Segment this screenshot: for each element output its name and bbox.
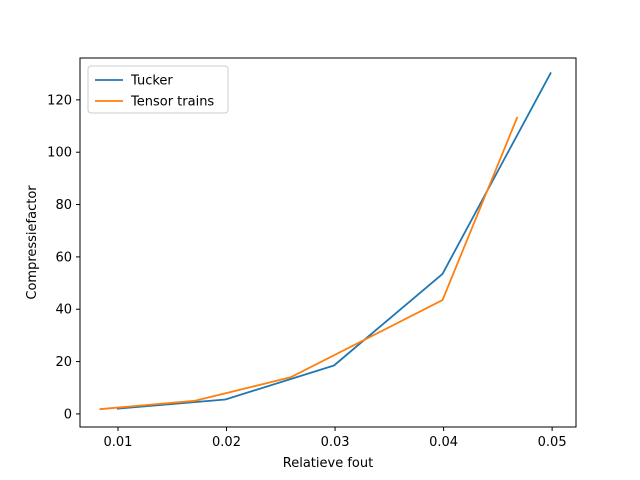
legend: Tucker Tensor trains [87, 65, 229, 114]
x-tick-label: 0.05 [538, 435, 567, 450]
x-axis: 0.01 0.02 0.03 0.04 0.05 [104, 427, 567, 450]
x-tick-label: 0.03 [321, 435, 350, 450]
y-tick-label: 120 [47, 93, 72, 108]
y-tick-label: 20 [55, 355, 72, 370]
series-line-tucker [116, 71, 552, 410]
y-tick-label: 40 [55, 303, 72, 318]
legend-label: Tensor trains [130, 95, 214, 110]
legend-label: Tucker [130, 74, 173, 89]
y-axis: 0 20 40 60 80 100 120 [47, 93, 80, 422]
axes-frame [79, 57, 577, 428]
y-axis-label: Compressiefactor [25, 185, 40, 300]
x-axis-label: Relatieve fout [283, 456, 373, 471]
plot-area [99, 71, 552, 411]
y-tick-label: 80 [55, 198, 72, 213]
x-tick-label: 0.04 [429, 435, 458, 450]
y-tick-label: 60 [55, 250, 72, 265]
y-tick-label: 100 [47, 146, 72, 161]
x-tick-label: 0.02 [212, 435, 241, 450]
series-line-tensor-trains [99, 116, 519, 411]
x-tick-label: 0.01 [104, 435, 133, 450]
y-tick-label: 0 [64, 407, 72, 422]
